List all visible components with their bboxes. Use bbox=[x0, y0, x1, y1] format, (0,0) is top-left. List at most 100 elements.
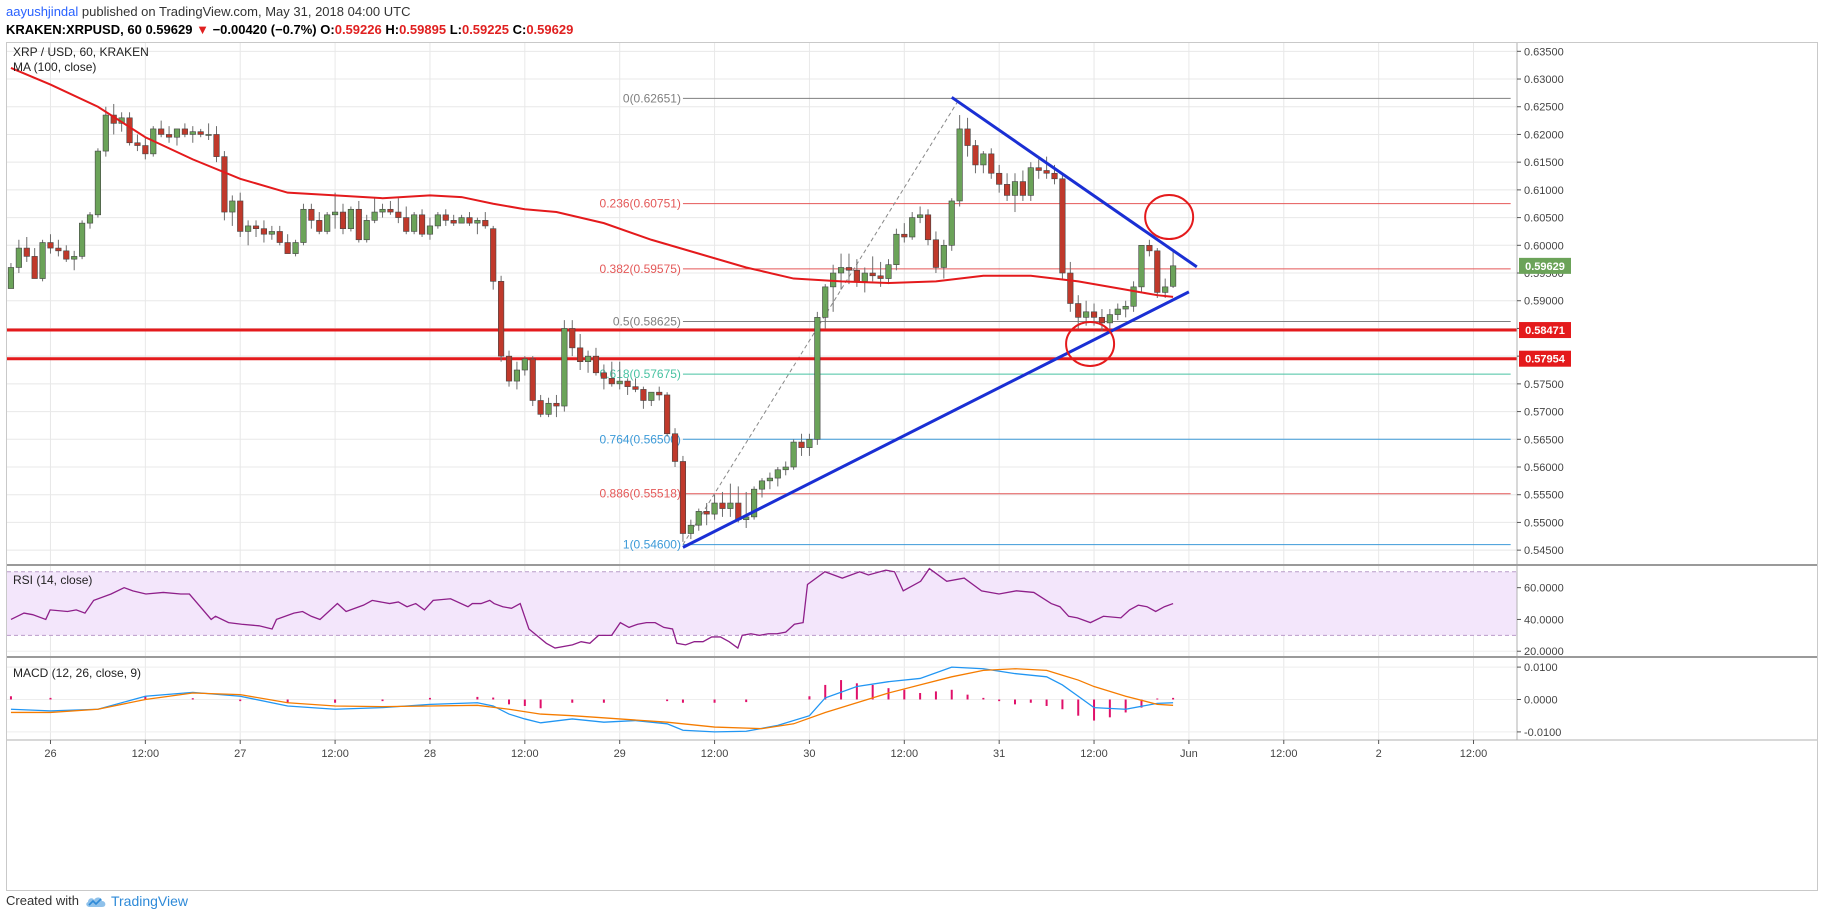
open-value: 0.59226 bbox=[334, 22, 382, 37]
publish-line: aayushjindal published on TradingView.co… bbox=[6, 4, 410, 19]
y-tick-label: 0.62500 bbox=[1524, 102, 1564, 114]
candle-body bbox=[213, 134, 220, 157]
cloud-icon bbox=[86, 897, 106, 907]
candle-body bbox=[189, 131, 196, 135]
fib-level-label: 1(0.54600) bbox=[623, 538, 681, 552]
candle-body bbox=[845, 267, 853, 271]
candle-body bbox=[608, 378, 615, 385]
y-tick-label: 0.55000 bbox=[1524, 517, 1564, 529]
candle-body bbox=[632, 386, 639, 390]
candle-body bbox=[426, 225, 434, 235]
close-value: 0.59629 bbox=[526, 22, 574, 37]
candle-body bbox=[790, 441, 797, 468]
candle-body bbox=[869, 272, 876, 277]
candle-body bbox=[86, 214, 94, 224]
fib-retracement[interactable]: 0(0.62651) 0.236(0.60751) 0.382(0.59575) 0.… bbox=[600, 91, 1511, 552]
candle-body bbox=[956, 128, 963, 202]
candle-body bbox=[837, 267, 845, 274]
candle-body bbox=[300, 208, 307, 243]
candle-body bbox=[505, 355, 513, 382]
candle-body bbox=[181, 128, 188, 135]
candle-body bbox=[466, 217, 473, 224]
fib-level-label: 0.236(0.60751) bbox=[600, 197, 681, 211]
candle-body bbox=[403, 217, 410, 232]
candle-body bbox=[387, 208, 394, 213]
candle-body bbox=[498, 281, 505, 357]
candle-body bbox=[624, 380, 631, 387]
x-tick-label: 12:00 bbox=[132, 748, 160, 760]
candle-body bbox=[31, 256, 38, 279]
footer: Created with TradingView bbox=[6, 890, 188, 912]
candle-body bbox=[592, 355, 600, 374]
candle-body bbox=[940, 245, 947, 268]
candle-body bbox=[268, 231, 275, 235]
candle-body bbox=[173, 128, 181, 138]
candle-body bbox=[1114, 308, 1121, 315]
candle-body bbox=[1170, 265, 1177, 287]
author-link[interactable]: aayushjindal bbox=[6, 4, 79, 19]
y-tick-label: 0.62000 bbox=[1524, 129, 1564, 141]
candle-body bbox=[774, 469, 781, 479]
candle-body bbox=[877, 275, 884, 279]
x-tick-label: 31 bbox=[993, 748, 1005, 760]
pane-separators bbox=[7, 43, 1817, 741]
candle-body bbox=[442, 214, 449, 221]
candle-body bbox=[1154, 250, 1161, 293]
y-tick-label: 0.60000 bbox=[1524, 240, 1564, 252]
y-tick-label: 0.56000 bbox=[1524, 462, 1564, 474]
candle-body bbox=[308, 208, 315, 221]
trendlines[interactable] bbox=[682, 96, 1198, 549]
candle-body bbox=[482, 220, 489, 227]
y-tick-label: 0.56500 bbox=[1524, 434, 1564, 446]
x-tick-label: 28 bbox=[424, 748, 436, 760]
x-tick-label: 27 bbox=[234, 748, 246, 760]
symbol-label: KRAKEN:XRPUSD, 60 bbox=[6, 22, 142, 37]
candle-body bbox=[292, 242, 299, 254]
x-tick-label: Jun bbox=[1180, 748, 1198, 760]
candle-body bbox=[71, 256, 78, 260]
trendline bbox=[950, 96, 1198, 269]
high-value: 0.59895 bbox=[399, 22, 447, 37]
tradingview-logo[interactable]: TradingView bbox=[85, 890, 188, 912]
candle-body bbox=[450, 220, 457, 224]
chart-container[interactable]: 0(0.62651) 0.236(0.60751) 0.382(0.59575) 0.… bbox=[6, 42, 1818, 891]
candle-body bbox=[727, 502, 734, 509]
ohlc-line: KRAKEN:XRPUSD, 60 0.59629 ▼ −0.00420 (−0… bbox=[6, 22, 573, 37]
ma-line-path bbox=[10, 67, 1174, 298]
highlight-circle bbox=[1065, 320, 1116, 367]
candle-body bbox=[1067, 272, 1074, 304]
candle-body bbox=[1090, 311, 1098, 318]
x-tick-label: 29 bbox=[614, 748, 626, 760]
rsi-y-tick-label: 40.0000 bbox=[1524, 614, 1564, 626]
candle-body bbox=[252, 225, 260, 229]
candle-body bbox=[687, 524, 694, 534]
candle-body bbox=[545, 402, 552, 415]
candle-body bbox=[134, 142, 141, 146]
support-price-tag bbox=[1519, 322, 1571, 339]
candle-body bbox=[63, 250, 70, 260]
candle-body bbox=[197, 131, 204, 135]
candle-body bbox=[355, 208, 362, 241]
support-lines[interactable] bbox=[7, 328, 1517, 361]
highlight-circles[interactable] bbox=[1065, 194, 1195, 367]
change-value: −0.00420 (−0.7%) bbox=[212, 22, 317, 37]
tradingview-brand[interactable]: TradingView bbox=[110, 893, 189, 909]
down-triangle-icon: ▼ bbox=[196, 22, 209, 37]
candle-body bbox=[316, 220, 323, 232]
support-price-label: 0.58471 bbox=[1525, 325, 1565, 337]
last-price-tag bbox=[1519, 257, 1571, 274]
y-tick-label: 0.63000 bbox=[1524, 74, 1564, 86]
candle-body bbox=[395, 211, 402, 218]
fib-level-label: 0(0.62651) bbox=[623, 91, 681, 105]
candle-body bbox=[664, 394, 671, 435]
fib-diagonal bbox=[682, 98, 961, 545]
candle-body bbox=[703, 511, 710, 515]
macd-y-tick-label: 0.0000 bbox=[1524, 695, 1558, 707]
x-tick-label: 12:00 bbox=[1460, 748, 1488, 760]
candle-body bbox=[1146, 245, 1153, 252]
chart-svg[interactable]: 0(0.62651)0.236(0.60751)0.382(0.59575)0.… bbox=[7, 43, 1817, 890]
support-price-tag bbox=[1519, 350, 1571, 367]
low-value: 0.59225 bbox=[461, 22, 509, 37]
candle-body bbox=[411, 214, 418, 232]
candle-body bbox=[822, 286, 829, 318]
